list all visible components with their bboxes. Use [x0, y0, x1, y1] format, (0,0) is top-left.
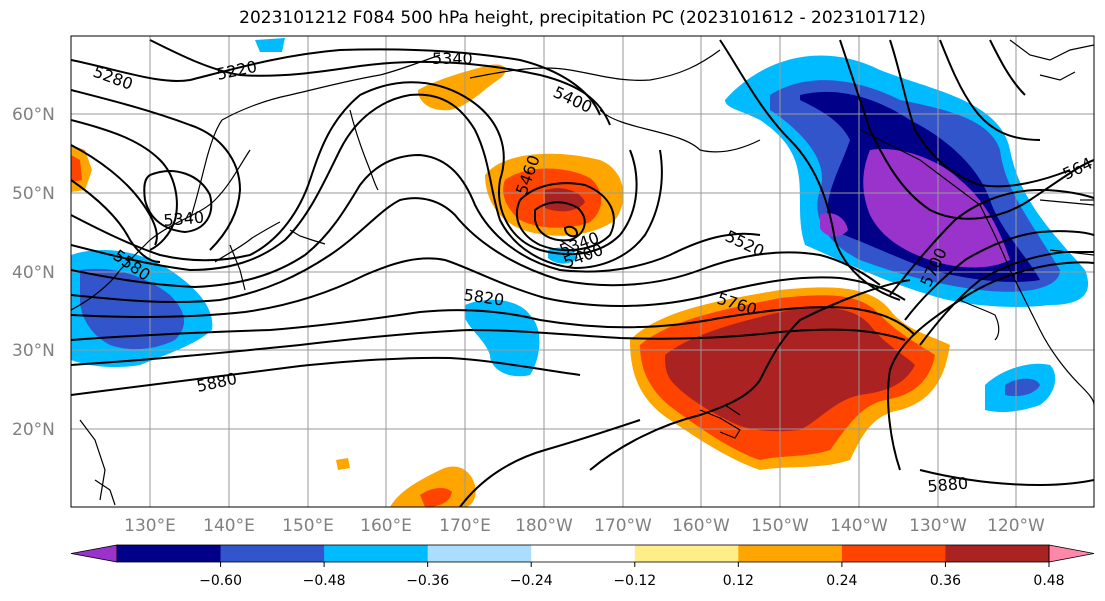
colorbar-segment — [738, 545, 843, 562]
lon-label: 160°E — [360, 516, 412, 536]
lon-label: 160°W — [672, 516, 730, 536]
lon-label: 140°W — [830, 516, 888, 536]
lon-label: 150°W — [751, 516, 809, 536]
colorbar-segment — [841, 545, 946, 562]
colorbar-tick-label: −0.48 — [303, 573, 346, 589]
longitude-labels: 130°E 140°E 150°E 160°E 170°E 180°W 170°… — [124, 516, 1045, 536]
map-plot-area: 5280 5220 5340 5400 5460 5340 5400 5520 … — [71, 36, 1094, 507]
lat-label: 30°N — [12, 341, 55, 361]
precip-positive-south — [390, 466, 476, 507]
precip-negative-na-core — [863, 149, 1010, 268]
precip-negative-central — [465, 299, 540, 377]
colorbar-tick-label: −0.36 — [406, 573, 449, 589]
map-frame — [70, 35, 1095, 508]
coastlines — [71, 39, 1094, 506]
colorbar-frame — [116, 544, 1050, 563]
map-title: 2023101212 F084 500 hPa height, precipit… — [239, 8, 926, 28]
colorbar-segments — [70, 544, 1095, 563]
lon-label: 170°W — [594, 516, 652, 536]
colorbar-tick-label: 0.24 — [826, 573, 857, 589]
contour-label: 5340 — [163, 208, 205, 230]
precip-positive-big-inner — [665, 307, 915, 432]
colorbar-segment — [427, 545, 532, 562]
colorbar-tick-label: 0.12 — [723, 573, 754, 589]
colorbar-segment — [220, 545, 325, 562]
colorbar-segment — [531, 545, 636, 562]
colorbar: −0.60 −0.48 −0.36 −0.24 −0.12 0.12 0.24 0.36 0.4… — [70, 544, 1095, 589]
colorbar-tick-label: −0.60 — [199, 573, 242, 589]
height-contours — [71, 39, 1094, 507]
colorbar-extend-high — [1048, 544, 1095, 563]
colorbar-tick-label: −0.12 — [613, 573, 656, 589]
lon-label: 130°W — [909, 516, 967, 536]
lat-label: 20°N — [12, 420, 55, 440]
colorbar-segment — [117, 545, 222, 562]
latitude-labels: 60°N 50°N 40°N 30°N 20°N — [12, 105, 55, 440]
lon-label: 120°W — [987, 516, 1045, 536]
colorbar-tick-label: 0.48 — [1033, 573, 1064, 589]
lon-label: 170°E — [439, 516, 491, 536]
colorbar-extend-low — [70, 544, 118, 563]
lat-label: 60°N — [12, 105, 55, 125]
colorbar-tick-label: −0.24 — [510, 573, 553, 589]
colorbar-segment — [945, 545, 1050, 562]
lat-label: 50°N — [12, 184, 55, 204]
lat-label: 40°N — [12, 263, 55, 283]
contour-label: 5880 — [927, 474, 969, 496]
lon-label: 140°E — [203, 516, 255, 536]
lon-label: 180°W — [515, 516, 573, 536]
colorbar-ticks: −0.60 −0.48 −0.36 −0.24 −0.12 0.12 0.24 0.36 0.4… — [199, 562, 1065, 589]
lon-label: 150°E — [282, 516, 334, 536]
lon-label: 130°E — [124, 516, 176, 536]
colorbar-segment — [324, 545, 429, 562]
contour-label: 5340 — [432, 49, 473, 68]
colorbar-tick-label: 0.36 — [930, 573, 961, 589]
precip-shading — [71, 38, 1089, 507]
colorbar-segment — [634, 545, 739, 562]
